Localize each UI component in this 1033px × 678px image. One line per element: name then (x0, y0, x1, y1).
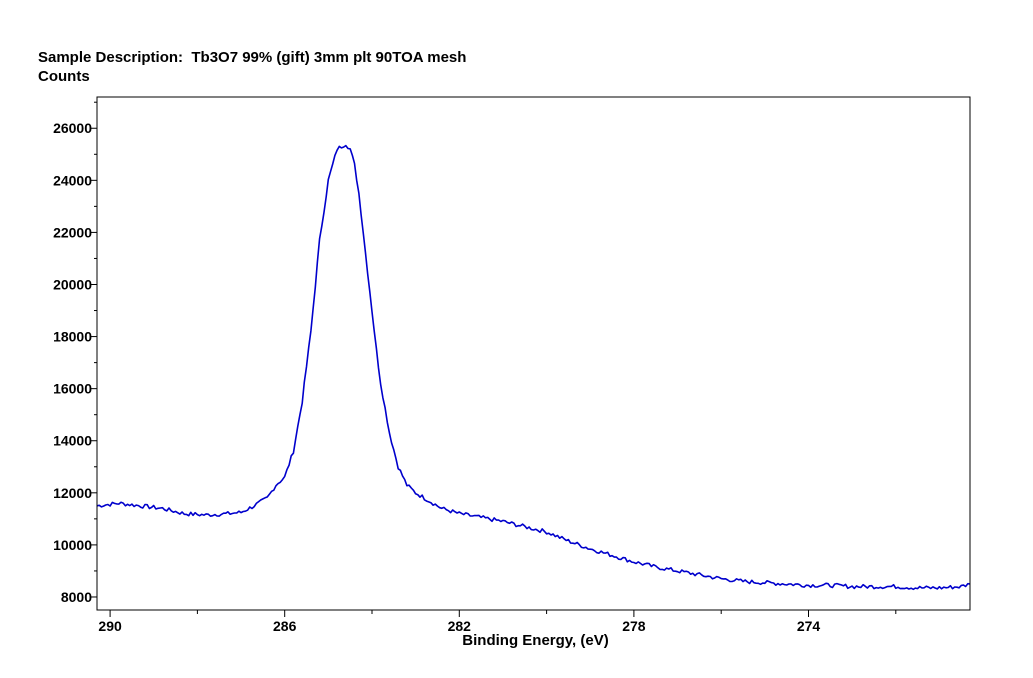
plot-frame (96, 96, 971, 611)
y-tick-label: 8000 (61, 589, 92, 605)
y-axis-label: Counts (38, 68, 90, 85)
y-tick-label: 20000 (53, 276, 92, 292)
x-tick-label: 290 (98, 618, 122, 634)
x-tick-label: 274 (797, 618, 821, 634)
y-tick-label: 26000 (53, 120, 92, 136)
y-tick-label: 24000 (53, 172, 92, 188)
y-tick-label: 16000 (53, 381, 92, 397)
spectrum-series-line (96, 144, 971, 591)
y-tick-label: 18000 (53, 329, 92, 345)
y-tick-label: 10000 (53, 537, 92, 553)
x-tick-label: 278 (622, 618, 646, 634)
chart-title: Sample Description: Tb3O7 99% (gift) 3mm… (38, 49, 467, 66)
y-tick-label: 14000 (53, 433, 92, 449)
y-tick-label: 22000 (53, 224, 92, 240)
x-axis-title: Binding Energy, (eV) (462, 632, 608, 649)
x-tick-label: 286 (273, 618, 297, 634)
y-tick-label: 12000 (53, 485, 92, 501)
x-tick-label: 282 (448, 618, 472, 634)
